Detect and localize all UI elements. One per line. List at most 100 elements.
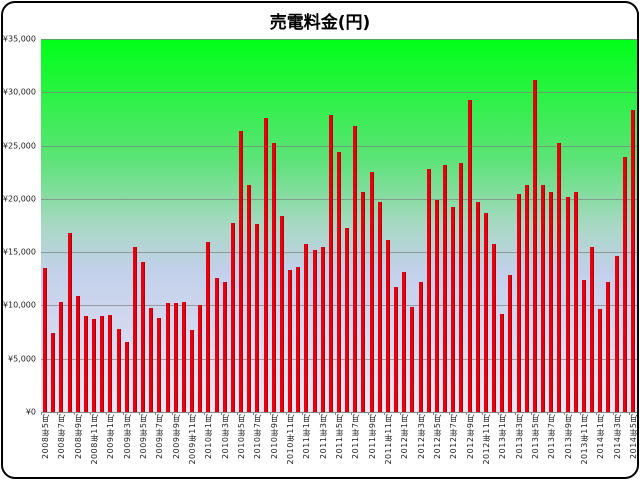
x-tick-label: 2011年1月 [302,414,312,459]
x-tick [628,412,630,415]
x-tick-label: 2008年7月 [57,414,67,459]
x-tick [106,412,108,415]
bar [263,117,268,412]
x-tick [285,412,287,415]
bar [549,192,554,412]
x-tick [155,412,157,415]
x-tick-label: 2012年9月 [465,414,475,459]
y-tick-label: ¥0 [25,407,36,417]
gridline [41,92,637,94]
x-tick [220,412,222,415]
bar [157,318,162,412]
bar [630,110,635,412]
x-tick [57,412,59,415]
x-tick-label: 2009年11月 [188,414,198,465]
x-tick-label: 2010年7月 [253,414,263,459]
bar [581,279,586,412]
x-tick [432,412,434,415]
bar [614,256,619,412]
bar [565,196,570,412]
bar [467,99,472,412]
bar [385,240,390,412]
x-tick [416,412,418,415]
x-tick [547,412,549,415]
bar [345,227,350,412]
x-tick [383,412,385,415]
x-tick-label: 2009年5月 [139,414,149,459]
bar [108,315,113,412]
x-tick-label: 2013年1月 [498,414,508,459]
x-tick [253,412,255,415]
x-tick [579,412,581,415]
bar [165,303,170,412]
x-tick-label: 2010年1月 [204,414,214,459]
bar [598,308,603,412]
x-tick [465,412,467,415]
x-tick [514,412,516,415]
x-tick-label: 2008年9月 [73,414,83,459]
bar [296,267,301,412]
x-tick [269,412,271,415]
x-tick-label: 2008年5月 [41,414,51,459]
bar [541,185,546,412]
x-tick [204,412,206,415]
bar [173,303,178,412]
chart-title: 売電料金(円) [269,13,371,33]
x-tick [122,412,124,415]
bar [451,207,456,412]
plot-area [41,39,637,412]
x-tick [367,412,369,415]
y-tick-label: ¥35,000 [2,34,36,44]
x-tick [351,412,353,415]
bar [328,114,333,412]
x-tick-label: 2012年5月 [432,414,442,459]
bar [377,202,382,412]
x-tick [530,412,532,415]
bar [271,143,276,412]
x-tick-label: 2010年5月 [237,414,247,459]
bar [222,281,227,412]
bar [67,232,72,412]
bar [279,215,284,412]
bar [557,143,562,412]
y-tick-label: ¥20,000 [2,194,36,204]
bar [402,272,407,412]
bar [483,212,488,412]
bar [214,277,219,412]
bar [508,274,513,412]
bar [75,295,80,412]
y-tick-label: ¥10,000 [2,300,36,310]
bar [622,157,627,412]
x-tick-label: 2011年5月 [335,414,344,459]
bar [573,192,578,412]
x-tick [481,412,483,415]
bar [59,302,64,412]
x-tick [563,412,565,415]
x-tick [41,412,42,415]
bar [181,302,186,412]
bar [304,243,309,412]
x-tick [334,412,336,415]
gridline [41,145,637,147]
x-tick-label: 2013年7月 [547,414,557,459]
bar [312,250,317,412]
bar [459,162,464,412]
bar [394,287,399,412]
bar [190,329,195,412]
gridline [41,39,637,40]
x-axis-line [41,412,637,413]
bar [532,79,537,412]
bar [92,319,97,412]
bar [83,316,88,412]
x-tick-label: 2014年1月 [596,414,606,459]
bar [516,193,521,412]
x-tick [73,412,75,415]
x-tick-label: 2008年11月 [90,414,100,465]
bar [51,333,56,412]
x-tick [302,412,304,415]
x-tick [612,412,614,415]
x-tick [171,412,173,415]
y-tick-label: ¥15,000 [2,247,36,257]
bar [434,199,439,412]
bar [141,261,146,412]
